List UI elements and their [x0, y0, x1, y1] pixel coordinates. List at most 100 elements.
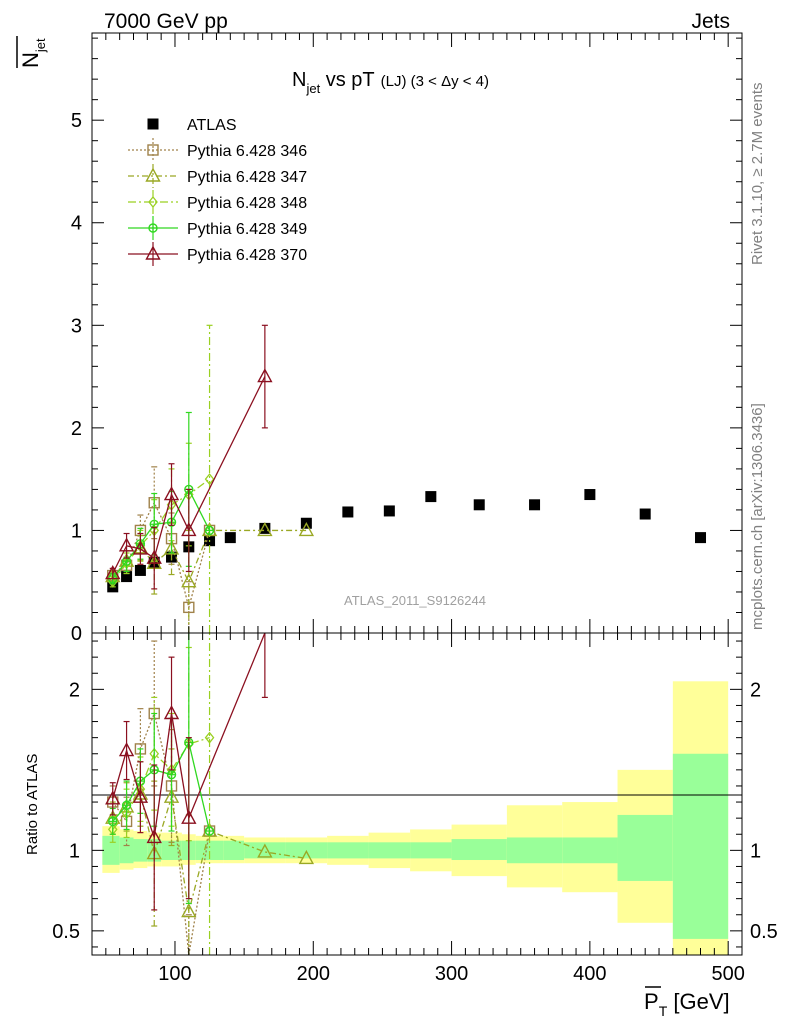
- ratio-point-p370-5: [181, 809, 197, 824]
- ratio-point-p349-1: [121, 800, 132, 810]
- point-p348-0: [107, 575, 118, 588]
- chart-title: Njet vs pT (LJ) (3 < Δy < 4): [292, 69, 489, 96]
- main-y-axis-ticks: 1 2 3 4 5 0: [71, 37, 742, 645]
- ratio-series-p370: [105, 632, 268, 911]
- legend-label-p370: Pythia 6.428 370: [187, 247, 307, 264]
- mcplots-label: mcplots.cern.ch [arXiv:1306.3436]: [749, 403, 766, 630]
- point-p347-7: [257, 521, 273, 537]
- band-inner-13: [451, 839, 507, 861]
- band-inner-6: [195, 840, 224, 861]
- main-panel-series: [105, 324, 707, 633]
- point-p347-8: [298, 521, 315, 537]
- ratio-point-p348-6: [204, 731, 215, 744]
- band-inner-15: [562, 837, 618, 864]
- ratio-point-p347-7: [257, 843, 273, 858]
- point-p370-6: [257, 368, 273, 383]
- ratio-y-axis-label: Ratio to ATLAS: [24, 754, 41, 855]
- series-p348: [107, 324, 215, 633]
- point-p370-4: [163, 486, 180, 501]
- watermark: ATLAS_2011_S9126244: [344, 593, 486, 608]
- xtick-label-2: 300: [435, 963, 468, 985]
- point-p370-0: [105, 565, 121, 580]
- point-atlas-17: [695, 532, 707, 544]
- legend-label-p349: Pythia 6.428 349: [187, 221, 307, 238]
- series-p370: [105, 324, 273, 590]
- ratio-point-p370-0: [105, 790, 121, 805]
- svg-text:Njet: Njet: [18, 38, 48, 68]
- line-p347: [112, 529, 307, 584]
- ratio-point-p347-8: [298, 849, 315, 865]
- svg-text:PT [GeV]: PT [GeV]: [644, 989, 730, 1019]
- band-inner-14: [506, 837, 563, 864]
- ratio-ytick-label-right-2: 2: [750, 679, 761, 701]
- point-atlas-8: [259, 522, 271, 534]
- ratio-point-p370-1: [118, 742, 135, 757]
- point-p349-6: [204, 525, 215, 536]
- legend-label-atlas: ATLAS: [187, 117, 237, 134]
- legend-item-p347: Pythia 6.428 347: [128, 164, 307, 188]
- point-atlas-1: [121, 571, 133, 583]
- ratio-series-p348: [107, 633, 215, 955]
- band-inner-10: [327, 842, 369, 859]
- band-inner-12: [410, 842, 452, 859]
- ratio-point-p347-5: [181, 903, 197, 918]
- legend-marker-atlas: [147, 118, 159, 130]
- point-atlas-16: [639, 508, 651, 520]
- xtick-label-0: 100: [158, 963, 191, 985]
- band-inner-2: [133, 839, 148, 862]
- band-inner-4: [161, 840, 182, 861]
- main-y-axis-label: Njet: [16, 36, 48, 68]
- series-p346: [107, 466, 216, 633]
- point-p347-5: [181, 573, 197, 588]
- point-atlas-14: [529, 499, 541, 511]
- ratio-ytick-label-left-2: 2: [69, 679, 80, 701]
- legend-item-p349: Pythia 6.428 349: [128, 216, 307, 240]
- main-ytick-label-4: 5: [71, 110, 82, 132]
- point-atlas-15: [584, 489, 596, 501]
- ratio-point-p370-2: [132, 788, 149, 803]
- point-atlas-13: [473, 499, 485, 511]
- band-inner-17: [672, 753, 729, 939]
- legend-label-p346: Pythia 6.428 346: [187, 143, 307, 160]
- ratio-series-p346: [107, 640, 216, 956]
- xtick-label-1: 200: [297, 963, 330, 985]
- ratio-point-p370-3: [146, 829, 162, 844]
- main-ytick-label-zero: 0: [71, 623, 82, 645]
- main-ytick-label-1: 2: [71, 418, 82, 440]
- main-ytick-label-2: 3: [71, 315, 82, 337]
- ratio-ytick-label-right-1: 1: [750, 840, 761, 862]
- point-p370-3: [146, 549, 162, 564]
- ratio-ytick-label-left-1: 1: [69, 840, 80, 862]
- point-p370-2: [132, 540, 149, 555]
- band-inner-11: [368, 842, 411, 859]
- y-label-sub: jet: [33, 38, 48, 53]
- ratio-panel-frame: [91, 632, 743, 956]
- legend-label-p348: Pythia 6.428 348: [187, 195, 307, 212]
- legend-item-p346: Pythia 6.428 346: [128, 138, 307, 162]
- point-atlas-10: [342, 506, 354, 518]
- header-right: Jets: [691, 10, 730, 33]
- band-inner-7: [223, 840, 245, 861]
- xtick-label-4: 500: [711, 963, 744, 985]
- ratio-panel-series: [105, 632, 315, 956]
- xtick-label-3: 400: [573, 963, 606, 985]
- point-atlas-7: [224, 532, 236, 544]
- point-p347-4: [163, 540, 180, 555]
- legend-marker-p370: [145, 245, 161, 260]
- legend: ATLAS Pythia 6.428 346 Pythia 6.428 347 Pyt…: [128, 117, 307, 266]
- band-inner-0: [102, 835, 120, 865]
- ratio-ytick-label-left-0: 0.5: [52, 921, 80, 943]
- ratio-y-axis-ticks: 0.5 0.5 1 1 2 2: [52, 640, 778, 948]
- point-atlas-11: [383, 505, 395, 517]
- legend-item-atlas: ATLAS: [147, 117, 237, 134]
- legend-marker-p347: [145, 167, 161, 182]
- band-inner-8: [244, 842, 286, 859]
- x-axis-label: PT [GeV]: [644, 986, 730, 1019]
- legend-marker-p346: [147, 144, 159, 156]
- legend-marker-p349: [148, 223, 158, 233]
- band-inner-1: [119, 837, 134, 864]
- main-ytick-label-0: 1: [71, 520, 82, 542]
- point-p370-5: [181, 521, 197, 537]
- x-axis-ticks: 100 200 300 400 500: [105, 33, 745, 985]
